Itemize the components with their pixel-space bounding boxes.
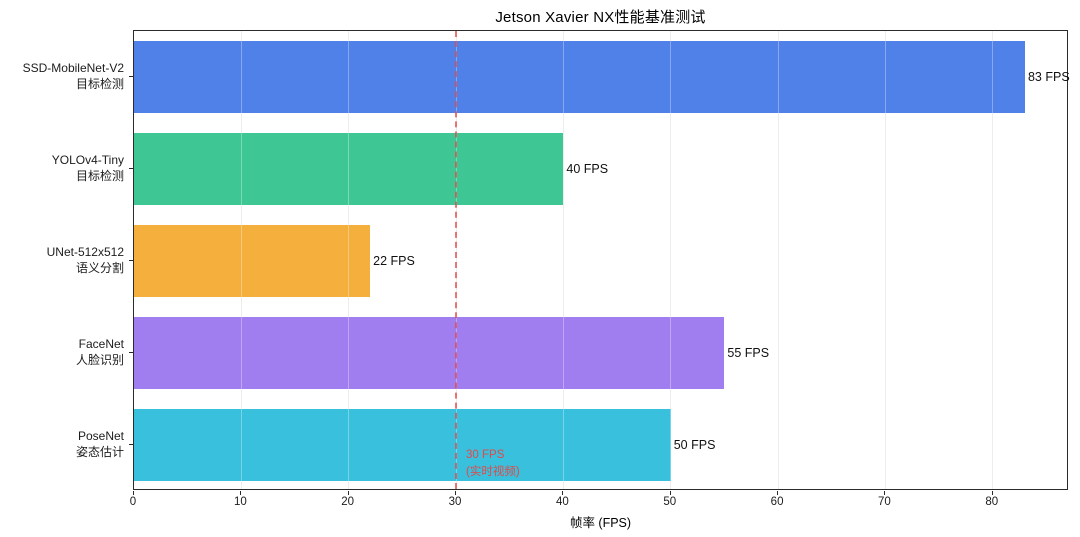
xtick-label-20: 20: [341, 496, 355, 508]
gridline-overlay-x-10: [240, 31, 242, 489]
bar-posenet: [134, 409, 671, 481]
xtick-mark-30: [455, 491, 457, 495]
gridline-x-80: [992, 31, 994, 489]
bar-yolov4-tiny: [134, 133, 564, 205]
xtick-label-60: 60: [770, 496, 784, 508]
gridline-overlay-x-60: [777, 31, 779, 489]
gridline-overlay-x-70: [884, 31, 886, 489]
xtick-mark-40: [562, 491, 564, 495]
reference-label-line1: 30 FPS: [466, 449, 505, 461]
xtick-label-40: 40: [555, 496, 569, 508]
ytick-mark: [129, 260, 133, 261]
bar-facenet: [134, 317, 725, 389]
ytick-label-unet-512x512: UNet-512x512 语义分割: [2, 244, 124, 276]
ytick-mark: [129, 352, 133, 353]
value-label-unet-512x512: 22 FPS: [373, 254, 415, 268]
ytick-model-name: YOLOv4-Tiny: [51, 153, 124, 167]
reference-line-30fps: [455, 31, 458, 489]
xtick-mark-10: [240, 491, 242, 495]
ytick-task-name: 姿态估计: [75, 445, 124, 460]
gridline-x-70: [884, 31, 886, 489]
xtick-mark-50: [669, 491, 671, 495]
x-axis-title: 帧率 (FPS): [569, 516, 632, 530]
xtick-label-10: 10: [233, 496, 247, 508]
ytick-model-name: SSD-MobileNet-V2: [22, 61, 124, 75]
reference-annotation: 30 FPS (实时视频): [466, 447, 520, 482]
xtick-mark-80: [991, 491, 993, 495]
bar-ssd-mobilenet-v2: [134, 41, 1025, 113]
ytick-task-name: 语义分割: [75, 261, 124, 276]
gridline-x-40: [562, 31, 564, 489]
xtick-mark-70: [884, 491, 886, 495]
value-label-ssd-mobilenet-v2: 83 FPS: [1027, 70, 1070, 84]
xtick-mark-20: [347, 491, 349, 495]
reference-label-line2: (实时视频): [466, 466, 520, 479]
ytick-task-name: 目标检测: [75, 169, 124, 184]
xtick-label-30: 30: [448, 496, 462, 508]
ytick-model-name: PoseNet: [77, 429, 124, 443]
ytick-label-facenet: FaceNet 人脸识别: [2, 336, 124, 368]
ytick-model-name: UNet-512x512: [46, 245, 124, 259]
gridline-overlay-x-50: [670, 31, 672, 489]
xtick-label-0: 0: [129, 496, 137, 508]
xtick-mark-60: [777, 491, 779, 495]
ytick-label-yolov4-tiny: YOLOv4-Tiny 目标检测: [2, 152, 124, 184]
gridline-x-60: [777, 31, 779, 489]
ytick-mark: [129, 168, 133, 169]
ytick-task-name: 目标检测: [75, 77, 124, 92]
ytick-label-ssd-mobilenet-v2: SSD-MobileNet-V2 目标检测: [2, 60, 124, 92]
chart-title: Jetson Xavier NX性能基准测试: [495, 9, 706, 26]
gridline-overlay-x-20: [348, 31, 350, 489]
gridline-overlay-x-40: [562, 31, 564, 489]
ytick-task-name: 人脸识别: [75, 353, 124, 368]
bar-unet-512x512: [134, 225, 371, 297]
plot-area: 83 FPS 40 FPS 22 FPS 55 FPS 50 FPS 30 FPS (实时视…: [133, 30, 1070, 490]
gridline-x-50: [670, 31, 672, 489]
ytick-mark: [129, 76, 133, 77]
gridline-overlay-x-80: [992, 31, 994, 489]
ytick-model-name: FaceNet: [78, 337, 124, 351]
value-label-yolov4-tiny: 40 FPS: [566, 162, 609, 176]
xtick-label-50: 50: [663, 496, 677, 508]
xtick-mark-0: [133, 491, 134, 495]
value-label-posenet: 50 FPS: [673, 438, 716, 452]
xtick-label-80: 80: [985, 496, 999, 508]
ytick-mark: [129, 444, 133, 445]
xtick-label-70: 70: [878, 496, 891, 508]
ytick-label-posenet: PoseNet 姿态估计: [2, 428, 124, 460]
value-label-facenet: 55 FPS: [727, 346, 770, 360]
